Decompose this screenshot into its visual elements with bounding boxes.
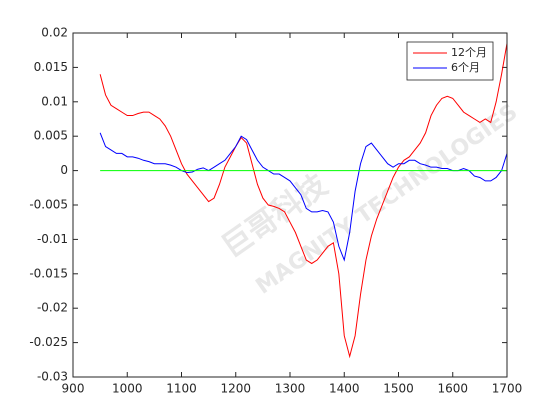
x-tick-label: 1000 (112, 382, 143, 396)
axes-box (72, 32, 508, 378)
y-tick-label: 0 (60, 163, 68, 177)
x-tick-label: 1500 (383, 382, 414, 396)
series-line (99, 132, 508, 262)
x-tick-label: 1600 (437, 382, 468, 396)
x-tick-label: 1400 (329, 382, 360, 396)
series-line (99, 43, 508, 359)
watermark: 巨哥科技 MAGNITY TECHNOLOGIES (216, 100, 523, 300)
y-tick-label: -0.025 (29, 335, 68, 349)
y-tick-label: -0.005 (29, 198, 68, 212)
x-tick-label: 1200 (220, 382, 251, 396)
x-tick-label: 1700 (492, 382, 523, 396)
legend: 12个月 6个月 (406, 41, 494, 81)
y-tick-label: -0.02 (37, 301, 68, 315)
y-tick-label: 0.02 (41, 26, 68, 40)
y-tick-label: 0.01 (41, 94, 68, 108)
y-tick-label: 0.015 (34, 60, 68, 74)
legend-label: 6个月 (451, 61, 480, 74)
legend-box (406, 41, 494, 81)
y-tick-label: -0.015 (29, 266, 68, 280)
y-tick-label: 0.005 (34, 129, 68, 143)
x-tick-label: 1300 (275, 382, 306, 396)
x-tick-label: 1100 (166, 382, 197, 396)
y-tick-label: -0.01 (37, 232, 68, 246)
legend-label: 12个月 (451, 46, 487, 59)
x-tick-label: 900 (62, 382, 85, 396)
y-tick-label: -0.03 (37, 370, 68, 384)
